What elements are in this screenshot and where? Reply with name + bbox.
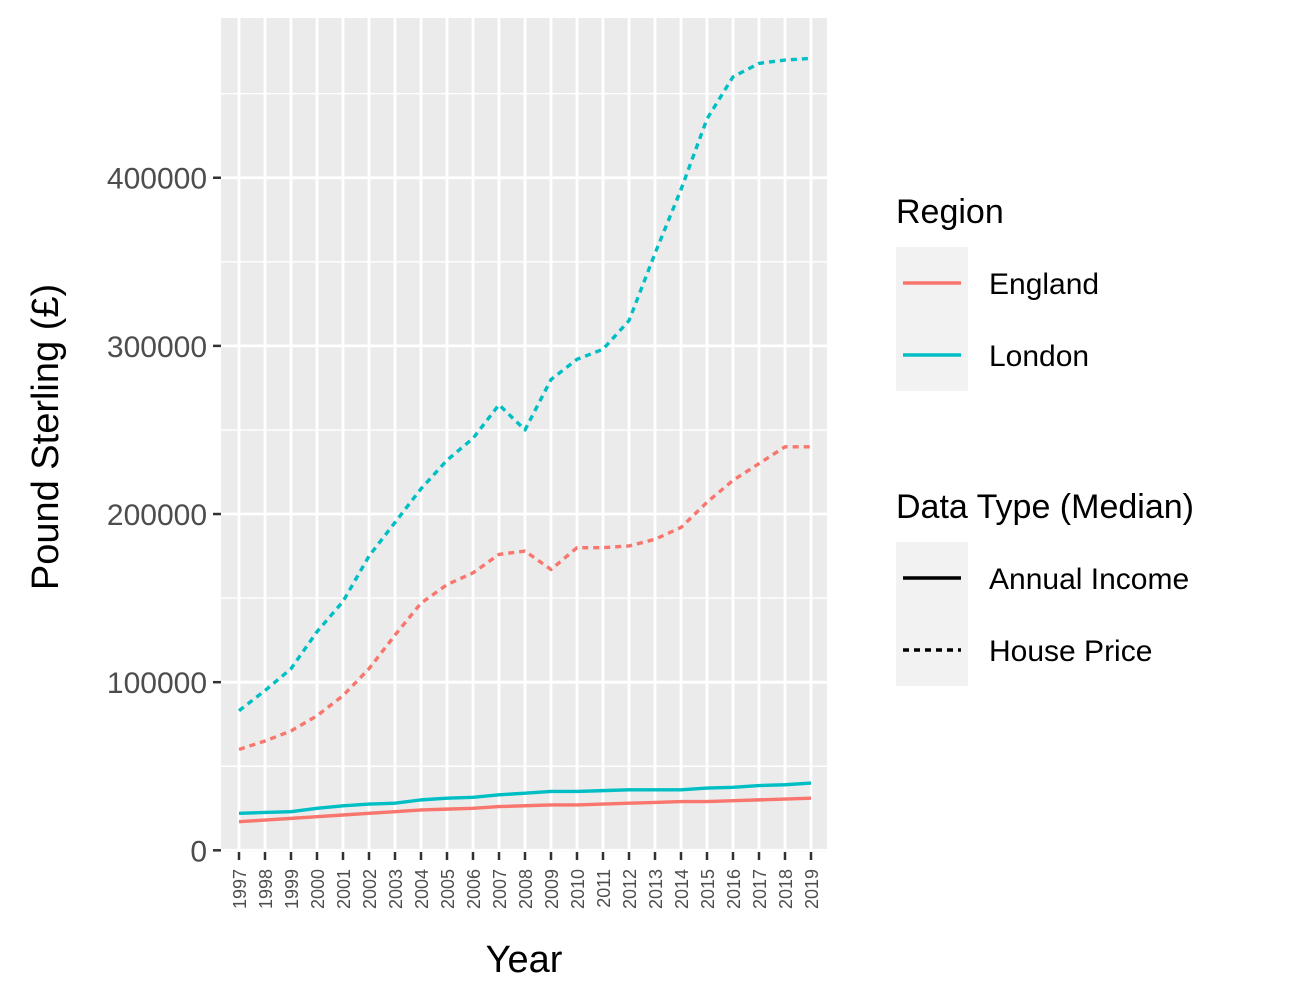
x-tick-label: 2018 <box>776 869 796 909</box>
legend-key-background <box>896 247 968 391</box>
legend-label: London <box>989 340 1089 373</box>
legend-layer: Region England London Data Type (Median) Ann… <box>896 193 1194 686</box>
x-axis-title: Year <box>486 939 563 981</box>
x-tick-label: 2015 <box>698 869 718 909</box>
y-axis: 0 100000 200000 300000 400000 <box>107 163 221 868</box>
x-tick-label: 2014 <box>672 869 692 909</box>
x-tick-label: 2006 <box>464 869 484 909</box>
x-tick-label: 2011 <box>594 869 614 908</box>
major-gridlines <box>221 18 827 852</box>
legend-title: Region <box>896 193 1004 231</box>
x-tick-label: 1998 <box>256 869 276 909</box>
series-line-london-house-price <box>237 56 812 713</box>
series-layer <box>237 56 812 824</box>
y-tick-label: 100000 <box>107 667 207 700</box>
legend-label: England <box>989 268 1099 301</box>
x-tick-label: 2009 <box>542 869 562 909</box>
series-line-london-annual-income <box>238 781 812 816</box>
x-tick-label: 2000 <box>308 869 328 909</box>
y-tick-label: 200000 <box>107 499 207 532</box>
x-tick-label: 2007 <box>490 869 510 909</box>
y-tick-label: 300000 <box>107 331 207 364</box>
legend-key-background <box>896 542 968 686</box>
x-tick-label: 2019 <box>802 869 822 909</box>
legend-label: Annual Income <box>989 563 1189 596</box>
series-line-england-annual-income <box>238 796 812 824</box>
y-tick-label: 400000 <box>107 163 207 196</box>
x-tick-label: 2003 <box>386 869 406 909</box>
x-tick-label: 1999 <box>282 869 302 909</box>
x-tick-label: 2002 <box>360 869 380 909</box>
x-tick-label: 2016 <box>724 869 744 909</box>
x-tick-label: 2004 <box>412 869 432 909</box>
x-tick-label: 2001 <box>334 869 354 909</box>
legend-title: Data Type (Median) <box>896 488 1194 526</box>
x-tick-label: 2010 <box>568 869 588 909</box>
x-axis: 1997 1998 1999 2000 2001 2002 2003 2004 2005 2006… <box>230 852 822 909</box>
x-tick-label: 2013 <box>646 869 666 909</box>
x-tick-label: 2017 <box>750 869 770 909</box>
x-tick-label: 1997 <box>230 869 250 909</box>
x-tick-label: 2012 <box>620 869 640 909</box>
y-tick-label: 0 <box>190 835 207 868</box>
x-tick-label: 2005 <box>438 869 458 909</box>
legend-label: House Price <box>989 635 1152 668</box>
y-axis-title: Pound Sterling (£) <box>25 284 67 590</box>
x-tick-label: 2008 <box>516 869 536 909</box>
series-line-england-house-price <box>238 445 811 752</box>
